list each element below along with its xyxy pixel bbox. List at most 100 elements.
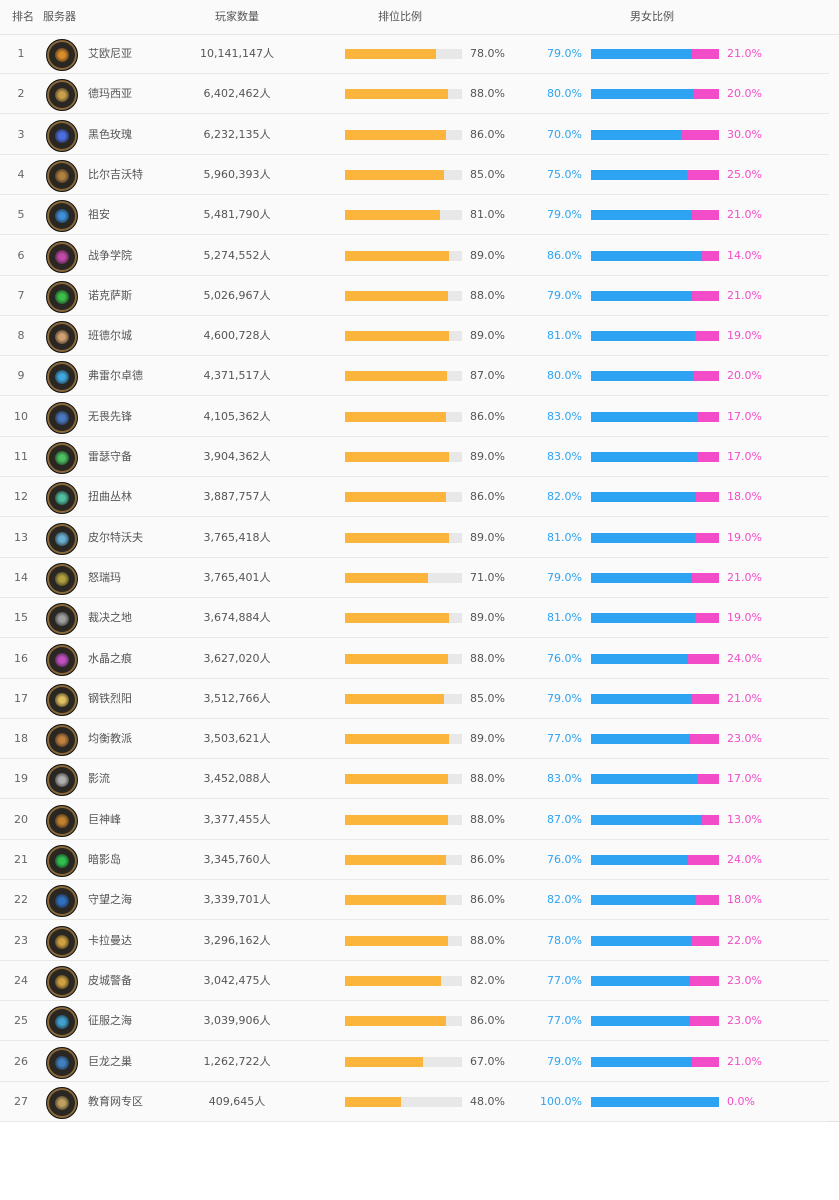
rank-number: 23 bbox=[14, 933, 28, 947]
male-ratio-value: 81.0% bbox=[547, 530, 582, 544]
rank-ratio-fill bbox=[345, 734, 450, 745]
female-ratio-value: 21.0% bbox=[727, 47, 762, 60]
rank-number: 17 bbox=[14, 691, 28, 705]
female-ratio-value: 24.0% bbox=[727, 853, 762, 866]
table-row: 21 暗影岛 3,345,760人 86.0% 76.0% 24.0% bbox=[0, 840, 839, 880]
female-ratio-value: 23.0% bbox=[727, 732, 762, 746]
row-divider bbox=[0, 637, 829, 639]
rank-ratio-value: 86.0% bbox=[470, 490, 505, 504]
male-ratio-fill bbox=[591, 1016, 690, 1027]
player-count: 3,296,162人 bbox=[203, 933, 271, 947]
server-emblem-icon bbox=[46, 764, 78, 797]
rank-ratio-fill bbox=[345, 129, 446, 140]
male-ratio-value: 77.0% bbox=[547, 1014, 582, 1028]
rank-ratio-value: 89.0% bbox=[470, 732, 505, 746]
player-count: 3,887,757人 bbox=[203, 490, 271, 504]
table-row: 26 巨龙之巢 1,262,722人 67.0% 79.0% 21.0% bbox=[0, 1042, 839, 1082]
female-ratio-value: 19.0% bbox=[727, 329, 762, 343]
male-ratio-fill bbox=[591, 1096, 719, 1107]
rank-ratio-value: 89.0% bbox=[470, 611, 505, 625]
rank-ratio-fill bbox=[345, 1096, 402, 1107]
player-count: 3,765,418人 bbox=[203, 530, 271, 544]
rank-ratio-value: 82.0% bbox=[470, 973, 505, 987]
rank-ratio-fill bbox=[345, 290, 448, 301]
male-ratio-value: 82.0% bbox=[547, 893, 582, 907]
rank-number: 11 bbox=[14, 450, 28, 463]
male-ratio-fill bbox=[591, 1056, 693, 1067]
rank-ratio-fill bbox=[345, 895, 446, 906]
female-ratio-value: 17.0% bbox=[727, 450, 762, 463]
female-ratio-value: 21.0% bbox=[727, 288, 762, 302]
row-divider bbox=[0, 113, 829, 115]
male-ratio-value: 79.0% bbox=[547, 570, 582, 584]
rank-ratio-fill bbox=[345, 492, 446, 503]
server-emblem-icon bbox=[46, 442, 78, 474]
male-ratio-fill bbox=[591, 452, 698, 462]
rank-number: 7 bbox=[17, 288, 25, 302]
rank-ratio-bar bbox=[345, 653, 462, 664]
row-divider bbox=[0, 314, 829, 316]
male-ratio-fill bbox=[591, 895, 696, 906]
male-ratio-value: 80.0% bbox=[547, 369, 582, 383]
male-ratio-fill bbox=[591, 290, 693, 301]
rank-ratio-value: 88.0% bbox=[470, 651, 505, 665]
server-name: 卡拉曼达 bbox=[88, 933, 132, 947]
male-ratio-fill bbox=[591, 855, 689, 865]
server-name: 班德尔城 bbox=[88, 329, 132, 343]
rank-number: 1 bbox=[17, 47, 25, 60]
server-emblem-icon bbox=[46, 39, 78, 71]
rank-ratio-value: 88.0% bbox=[470, 288, 505, 302]
server-emblem-icon bbox=[46, 965, 78, 998]
female-ratio-value: 22.0% bbox=[727, 933, 762, 947]
server-emblem-icon bbox=[46, 200, 78, 233]
player-count: 3,904,362人 bbox=[203, 450, 271, 463]
rank-number: 9 bbox=[17, 369, 25, 383]
server-name: 均衡教派 bbox=[88, 732, 132, 746]
row-divider bbox=[0, 919, 829, 921]
gender-ratio-bar bbox=[591, 169, 719, 180]
player-count: 3,674,884人 bbox=[203, 611, 271, 625]
player-count: 4,600,728人 bbox=[203, 329, 271, 343]
server-emblem-icon bbox=[46, 925, 78, 958]
male-ratio-value: 83.0% bbox=[547, 772, 582, 786]
player-count: 5,481,790人 bbox=[203, 208, 271, 222]
rank-ratio-bar bbox=[345, 532, 462, 543]
rank-ratio-bar bbox=[345, 895, 462, 906]
gender-ratio-bar bbox=[591, 1056, 719, 1067]
gender-ratio-bar bbox=[591, 895, 719, 906]
rank-ratio-value: 89.0% bbox=[470, 248, 505, 262]
player-count: 5,960,393人 bbox=[203, 167, 271, 181]
gender-ratio-bar bbox=[591, 129, 719, 140]
row-divider bbox=[0, 1080, 829, 1082]
server-name: 德玛西亚 bbox=[88, 87, 132, 101]
rank-ratio-bar bbox=[345, 774, 462, 785]
female-ratio-value: 21.0% bbox=[727, 570, 762, 584]
rank-ratio-value: 48.0% bbox=[470, 1094, 505, 1108]
rank-number: 19 bbox=[14, 772, 28, 786]
male-ratio-value: 79.0% bbox=[547, 1054, 582, 1068]
female-ratio-value: 13.0% bbox=[727, 812, 762, 826]
rank-ratio-fill bbox=[345, 371, 447, 382]
gender-ratio-bar bbox=[591, 572, 719, 583]
rank-number: 26 bbox=[14, 1054, 28, 1068]
rank-ratio-fill bbox=[345, 411, 446, 422]
rank-ratio-bar bbox=[345, 855, 462, 865]
rank-ratio-fill bbox=[345, 613, 450, 624]
server-name: 影流 bbox=[88, 772, 110, 786]
rank-ratio-bar bbox=[345, 734, 462, 745]
table-header: 排名 服务器 玩家数量 排位比例 男女比例 bbox=[0, 0, 839, 35]
male-ratio-value: 100.0% bbox=[540, 1094, 582, 1108]
rank-ratio-fill bbox=[345, 89, 448, 100]
player-count: 4,371,517人 bbox=[203, 369, 271, 383]
female-ratio-value: 23.0% bbox=[727, 1014, 762, 1028]
rank-ratio-bar bbox=[345, 1096, 462, 1107]
rank-ratio-fill bbox=[345, 250, 450, 261]
table-row: 1 艾欧尼亚 10,141,147人 78.0% 79.0% 21.0% bbox=[0, 34, 839, 74]
server-name: 弗雷尔卓德 bbox=[88, 369, 143, 383]
server-emblem-icon bbox=[46, 240, 78, 273]
row-divider bbox=[0, 677, 829, 679]
table-row: 15 裁决之地 3,674,884人 89.0% 81.0% 19.0% bbox=[0, 598, 839, 639]
gender-ratio-bar bbox=[591, 774, 719, 785]
rank-number: 16 bbox=[14, 651, 28, 665]
male-ratio-value: 82.0% bbox=[547, 490, 582, 504]
